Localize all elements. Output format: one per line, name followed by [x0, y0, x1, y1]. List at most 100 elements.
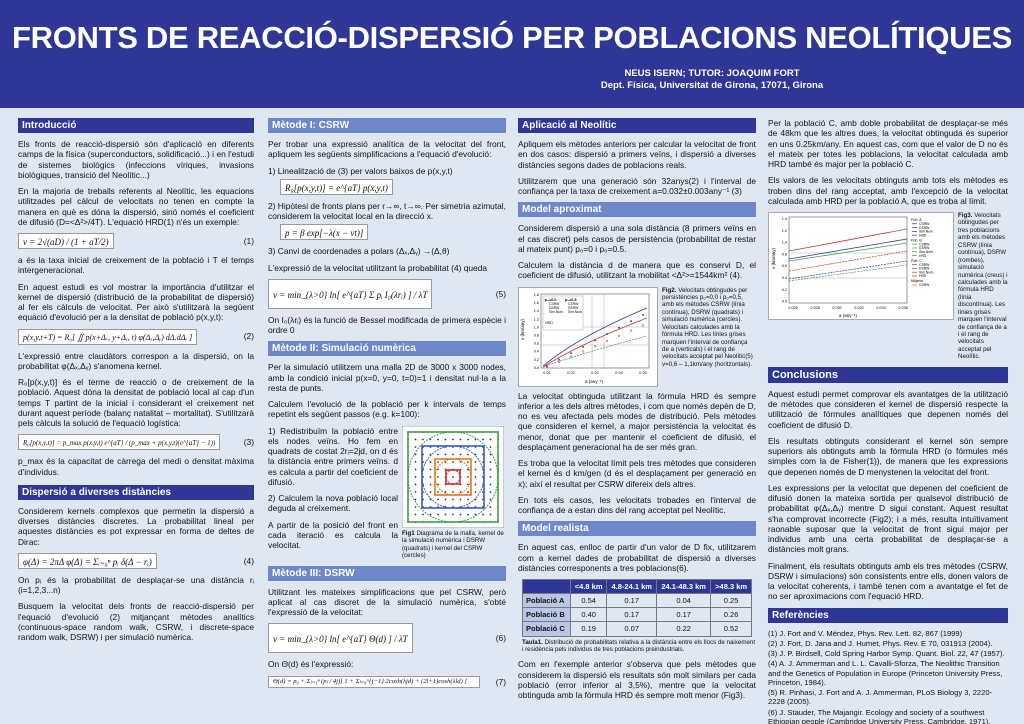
- section-heading-csrw: Mètode I: CSRW: [268, 118, 506, 133]
- reference-item: (6) J. Stauder, The Majangir. Ecology an…: [768, 707, 991, 724]
- chart3-legend-group: Mitjana: [911, 279, 923, 283]
- approx-paragraph: Es troba que la velocitat límit pels tre…: [518, 458, 756, 489]
- column-1: Introducció Els fronts de reacció-disper…: [18, 118, 254, 648]
- grid-node: [459, 453, 462, 455]
- grid-node: [489, 468, 492, 470]
- chart3-ytick: 0.8: [782, 252, 787, 256]
- chart3-legend-item: HRD: [919, 254, 927, 258]
- grid-node: [429, 468, 432, 470]
- grid-node: [459, 513, 462, 515]
- table-cell: 0.54: [569, 593, 608, 609]
- grid-node: [467, 475, 469, 478]
- grid-node: [414, 475, 417, 478]
- poster-header: FRONTS DE REACCIÓ-DISPERSIÓ PER POBLACIO…: [0, 0, 1024, 108]
- csrw-step: 3) Canvi de coordenades a polars (Δₓ,Δᵧ)…: [268, 246, 450, 257]
- grid-node: [452, 513, 454, 515]
- table-row: Població C 0.19 0.07 0.22 0.52: [522, 621, 752, 637]
- chart3-legend-group: Pob. A: [911, 218, 922, 222]
- approx-paragraph: Considerem dispersió a una sola distànci…: [518, 223, 756, 254]
- csrw-paragraph: On I₀(λrᵢ) és la funció de Bessel modifi…: [268, 314, 506, 335]
- grid-node: [459, 498, 462, 500]
- chart2-legend-item: DSRW: [549, 306, 560, 310]
- grid-node: [482, 513, 484, 515]
- csrw-line: [542, 317, 648, 367]
- grid-node: [452, 453, 454, 455]
- grid-node: [467, 483, 469, 485]
- table-row-header: Població C: [522, 621, 571, 637]
- figure-1: Fig1 Diagrama de la malla, kernel de la …: [401, 425, 506, 560]
- conclusions-paragraph: Finalment, els resultats obtinguts amb e…: [768, 560, 1008, 602]
- chart2-legend-a: p₀=0.0: [545, 298, 557, 302]
- grid-node: [467, 460, 469, 463]
- equation-6-body: v = min_{λ>0} ln[ e^{aT} Θ(d) ] / λT: [268, 623, 413, 654]
- section-heading-dsrw: Mètode III: DSRW: [268, 565, 506, 581]
- reference-item: (2) J. Fort, D. Jana and J. Humet, Phys.…: [768, 638, 993, 648]
- grid-kernel-diagram: [401, 425, 505, 528]
- simulation-paragraph: Calculem l'evolució de la població per k…: [268, 399, 506, 420]
- grid-node: [429, 483, 432, 485]
- csrw-line: [788, 238, 908, 260]
- grid-node: [482, 438, 484, 440]
- figure-3-caption: Fig3. Velocitats obtingudes per tres pob…: [958, 212, 1008, 361]
- grid-node: [437, 468, 439, 470]
- grid-node: [474, 468, 477, 470]
- chart2-legend-item: CSRW: [568, 302, 579, 306]
- grid-node: [429, 460, 432, 463]
- poster-affiliation: Dept. Física, Universitat de Girona, 170…: [600, 80, 824, 91]
- conclusions-paragraph: Les expressions per la velocitat que dep…: [768, 482, 1008, 555]
- equation-7: Θ(d) = p₀ + Σⱼ₌₁ⁿ (pⱼ / 4j)[ 1 + Σₗ₌₀^{j…: [268, 675, 506, 689]
- chart3-ytick: 0.0: [782, 300, 787, 304]
- table-cell: 0.17: [656, 607, 712, 623]
- equation-4-body: φ(Δ) = 2πΔ φ(Δ) = Σᵢ₌₀ⁿ pᵢ δ(Δ − rᵢ): [18, 552, 157, 569]
- simulation-steps: 1) Redistribuïm la població entre els no…: [268, 426, 398, 560]
- table-row-header: Població A: [522, 593, 571, 609]
- simulation-point: [617, 334, 621, 337]
- hrd-line: [542, 335, 648, 367]
- grid-node: [422, 438, 424, 440]
- intro-paragraph: Els fronts de reacció-dispersió són d'ap…: [18, 139, 254, 180]
- equation-number: (7): [495, 676, 506, 687]
- dsrw-point: [558, 358, 560, 360]
- grid-node: [474, 460, 477, 463]
- hrd-line: [788, 264, 908, 282]
- grid-node: [459, 490, 462, 493]
- chart2-legend-item: CSRW: [549, 302, 560, 306]
- table-cell: 0.52: [710, 621, 752, 637]
- grid-node: [452, 438, 454, 440]
- chart2-ytick: 0.4: [534, 349, 539, 353]
- chart2-legend-item: Sim.Num.: [549, 310, 564, 314]
- neolithic-paragraph: Apliquem els mètodes anteriors per calcu…: [518, 139, 756, 170]
- intro-paragraph: En aquest estudi es vol mostrar la impor…: [18, 281, 254, 323]
- simulation-paragraph: Per la simulació utilitzem una malla 2D …: [268, 362, 506, 393]
- grid-node: [489, 483, 492, 485]
- chart3-legend-item: CSRW: [919, 263, 930, 267]
- table-cell: 0.17: [606, 607, 658, 623]
- chart2-ytick: 0.8: [534, 333, 539, 337]
- chart2-ytick: 0.0: [534, 365, 539, 369]
- figure-2-caption: Fig2. Velocitats obtingudes per persistè…: [662, 286, 753, 368]
- csrw-step: 2) Hipòtesi de fronts plans per r→∞, t→∞…: [268, 200, 506, 221]
- equation-number: (1): [243, 235, 254, 246]
- realistic-paragraph: En aquest cas, enlloc de partir d'un val…: [518, 542, 756, 573]
- dispersion-paragraph: On pᵢ és la probabilitat de desplaçar-se…: [18, 574, 254, 595]
- chart3-ytick: 1.2: [782, 229, 787, 233]
- figure-3: v (km/any) a (any⁻¹) 1.4 1.2 1.0 0.8 0.6 0.4 0…: [768, 212, 1008, 361]
- chart2-legend-b: p₀=0.5: [565, 298, 577, 302]
- chart2-xtick: 0.02: [567, 371, 574, 375]
- equation-number: (4): [243, 555, 254, 566]
- simulation-paragraph: A partir de la posició del front en cada…: [268, 519, 398, 551]
- simulation-point: [605, 339, 609, 342]
- grid-node: [467, 490, 469, 493]
- grid-node: [452, 460, 454, 463]
- grid-node: [437, 498, 439, 500]
- intro-paragraph: a és la taxa inicial de creixement de la…: [18, 255, 254, 276]
- chart3-legend-item: CSRW: [919, 283, 930, 287]
- chart3-legend-item: Sim.Num.: [919, 270, 934, 274]
- velocity-chart-populations: v (km/any) a (any⁻¹) 1.4 1.2 1.0 0.8 0.6 0.4 0…: [771, 216, 934, 318]
- chart3-legend-item: CSRW: [919, 222, 930, 226]
- grid-node: [459, 460, 462, 463]
- chart2-xtick: 0.04: [615, 371, 622, 375]
- reference-item: (4) A. J. Ammerman and L. L. Cavalli-Sfo…: [768, 659, 1003, 687]
- chart3-xtick: 0.028: [810, 306, 820, 310]
- grid-node: [444, 513, 447, 515]
